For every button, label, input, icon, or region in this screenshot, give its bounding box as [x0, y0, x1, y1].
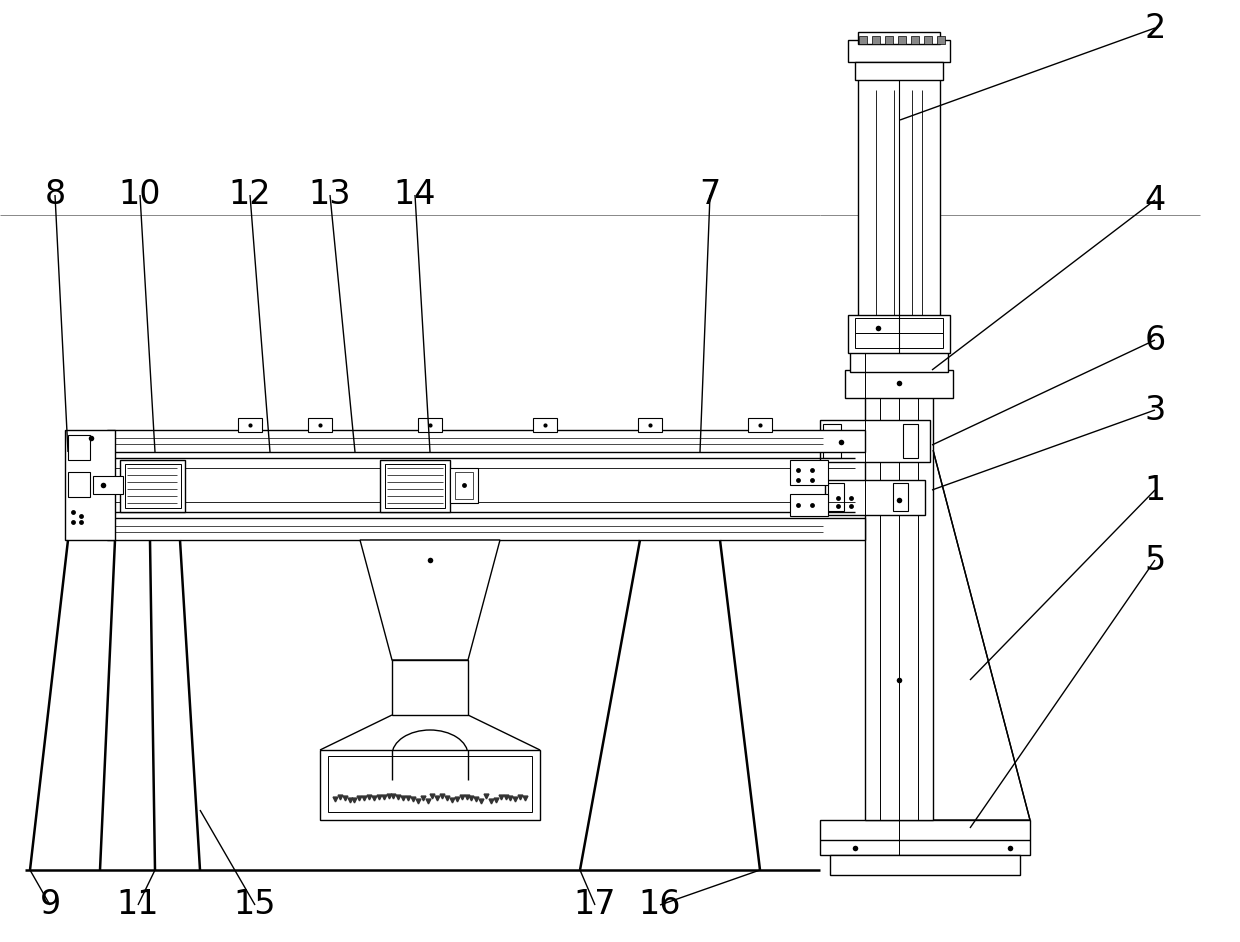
Bar — [858, 32, 940, 44]
Bar — [893, 483, 908, 511]
Bar — [859, 36, 867, 44]
Text: 8: 8 — [45, 178, 66, 212]
Bar — [125, 464, 181, 508]
Text: 12: 12 — [228, 178, 272, 212]
Bar — [872, 36, 880, 44]
Bar — [856, 333, 942, 348]
Text: 7: 7 — [699, 178, 720, 212]
Bar — [238, 418, 262, 432]
Bar — [379, 460, 450, 512]
Bar — [533, 418, 557, 432]
Bar — [120, 460, 185, 512]
Text: 17: 17 — [574, 888, 616, 921]
Bar — [911, 36, 919, 44]
Bar — [924, 36, 932, 44]
Text: 15: 15 — [234, 888, 277, 921]
Bar — [848, 40, 950, 62]
Bar — [790, 460, 828, 485]
Bar — [93, 476, 123, 494]
Bar — [825, 480, 925, 515]
Bar — [848, 315, 950, 353]
Bar — [866, 395, 932, 820]
Bar — [68, 472, 91, 497]
Text: 3: 3 — [1145, 394, 1166, 427]
Bar — [107, 430, 866, 452]
Text: 11: 11 — [117, 888, 159, 921]
Bar — [68, 435, 91, 460]
Text: 10: 10 — [119, 178, 161, 212]
Polygon shape — [932, 450, 1030, 820]
Bar — [823, 424, 841, 458]
Text: 6: 6 — [1145, 323, 1166, 356]
Bar — [820, 420, 930, 462]
Bar — [830, 855, 1021, 875]
Text: 13: 13 — [309, 178, 351, 212]
Bar — [392, 660, 467, 715]
Text: 9: 9 — [40, 888, 61, 921]
Bar — [320, 750, 539, 820]
Text: 1: 1 — [1145, 474, 1166, 507]
Bar — [903, 424, 918, 458]
Bar — [107, 518, 866, 540]
Text: 2: 2 — [1145, 11, 1166, 44]
Bar — [937, 36, 945, 44]
Text: 5: 5 — [1145, 544, 1166, 577]
Bar — [790, 494, 828, 516]
Bar — [820, 820, 1030, 855]
Bar — [64, 430, 115, 540]
Bar — [885, 36, 893, 44]
Bar — [329, 756, 532, 812]
Bar — [455, 472, 472, 499]
Bar — [748, 418, 773, 432]
Bar — [828, 483, 844, 511]
Bar — [856, 318, 942, 333]
Polygon shape — [360, 540, 500, 660]
Bar — [639, 418, 662, 432]
Text: 16: 16 — [639, 888, 681, 921]
Text: 4: 4 — [1145, 184, 1166, 217]
Bar — [384, 464, 445, 508]
Bar — [898, 36, 906, 44]
Bar — [418, 418, 441, 432]
Bar — [308, 418, 332, 432]
Bar — [450, 468, 477, 503]
Bar — [858, 60, 940, 350]
Bar — [844, 370, 954, 398]
Bar — [849, 350, 949, 372]
Text: 14: 14 — [394, 178, 436, 212]
Bar — [856, 62, 942, 80]
